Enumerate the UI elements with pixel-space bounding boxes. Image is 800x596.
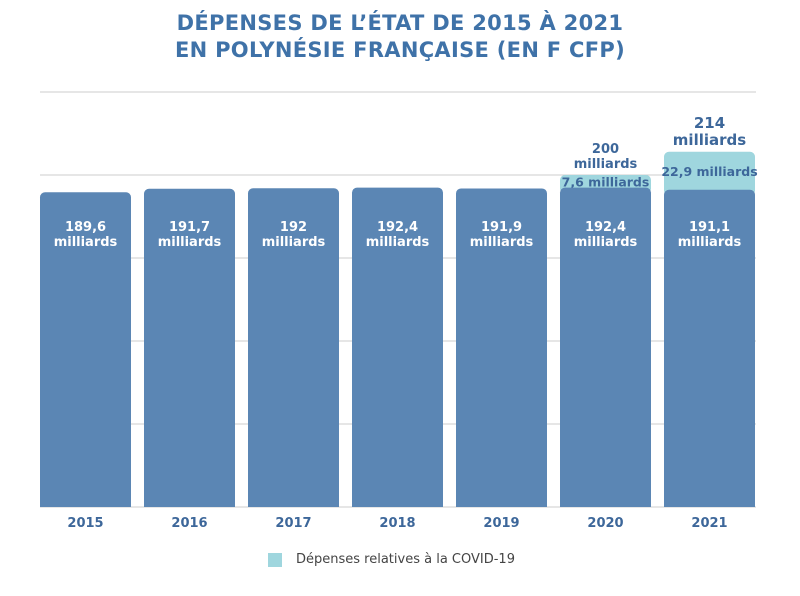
x-tick-2016: 2016 — [171, 516, 207, 531]
bar-label-value-2019: 191,9 — [481, 220, 522, 235]
bar-covid-label-2020: 7,6 milliards — [562, 174, 650, 189]
legend-label-covid: Dépenses relatives à la COVID-19 — [296, 552, 515, 567]
bar-2020 — [560, 187, 651, 507]
legend: Dépenses relatives à la COVID-19 — [268, 552, 515, 567]
bar-label-unit-2017: milliards — [262, 235, 326, 250]
bar-2016 — [144, 188, 235, 507]
bar-label-unit-2020: milliards — [574, 235, 638, 250]
x-tick-2020: 2020 — [587, 516, 623, 531]
bar-base-2016 — [144, 501, 235, 507]
bar-label-value-2017: 192 — [280, 220, 307, 235]
bar-2017 — [248, 188, 339, 507]
x-tick-2017: 2017 — [275, 516, 311, 531]
bar-covid-label-2021: 22,9 milliards — [661, 164, 757, 179]
bar-label-unit-2019: milliards — [470, 235, 534, 250]
legend-swatch-covid — [268, 552, 282, 567]
bar-label-value-2020: 192,4 — [585, 220, 626, 235]
bar-base-2015 — [40, 501, 131, 507]
bar-2021 — [664, 189, 755, 508]
bar-base-2021 — [664, 501, 755, 507]
bar-label-unit-2016: milliards — [158, 235, 222, 250]
bar-label-value-2015: 189,6 — [65, 220, 106, 235]
total-unit-2021: milliards — [673, 131, 746, 149]
title-line-1: DÉPENSES DE L’ÉTAT DE 2015 À 2021 — [176, 11, 624, 35]
bar-2018 — [352, 187, 443, 507]
total-label-2020: 200 — [592, 142, 619, 157]
bar-label-unit-2015: milliards — [54, 235, 118, 250]
chart-title: DÉPENSES DE L’ÉTAT DE 2015 À 2021 EN POL… — [0, 10, 800, 64]
bar-2019 — [456, 188, 547, 508]
bar-label-unit-2018: milliards — [366, 235, 430, 250]
x-tick-2019: 2019 — [483, 516, 519, 531]
bar-base-2017 — [248, 501, 339, 507]
bar-label-value-2016: 191,7 — [169, 220, 210, 235]
bar-2015 — [40, 192, 131, 507]
title-line-2: EN POLYNÉSIE FRANÇAISE (EN F CFP) — [174, 38, 626, 62]
total-label-2021: 214 — [694, 114, 725, 132]
bar-base-2020 — [560, 501, 651, 507]
bar-label-value-2021: 191,1 — [689, 220, 730, 235]
x-tick-2021: 2021 — [691, 516, 727, 531]
bar-label-value-2018: 192,4 — [377, 220, 418, 235]
bar-label-unit-2021: milliards — [678, 235, 742, 250]
x-tick-2015: 2015 — [67, 516, 103, 531]
bar-covid-2021 — [664, 151, 755, 196]
bar-base-2019 — [456, 501, 547, 507]
total-unit-2020: milliards — [574, 157, 638, 172]
bar-base-2018 — [352, 501, 443, 507]
x-tick-2018: 2018 — [379, 516, 415, 531]
